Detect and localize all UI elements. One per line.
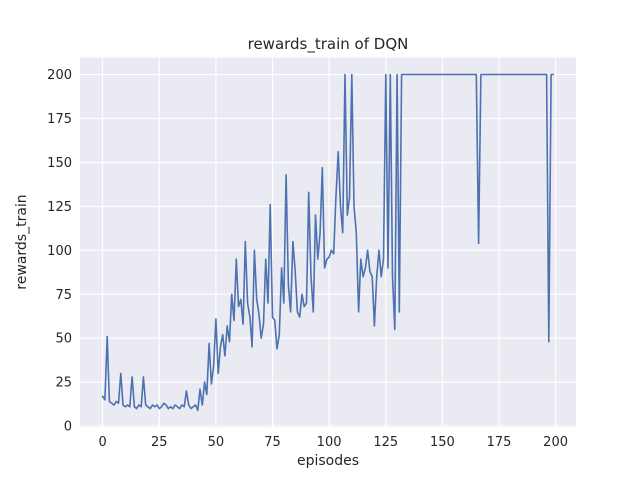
x-tick-label: 125	[373, 435, 398, 450]
y-tick-label: 175	[47, 112, 72, 127]
plot-area	[80, 57, 576, 428]
x-tick-label: 25	[151, 435, 168, 450]
y-tick-label: 25	[55, 376, 72, 391]
tick-labels: 0 25 50 75 100 125 150 175 200 0 25 50 75 100 125 150 17…	[47, 68, 568, 450]
y-tick-label: 125	[47, 200, 72, 215]
x-tick-label: 75	[264, 435, 281, 450]
x-tick-label: 50	[208, 435, 225, 450]
x-tick-label: 100	[317, 435, 342, 450]
y-tick-label: 0	[64, 420, 72, 435]
y-tick-label: 75	[55, 288, 72, 303]
grid-lines	[80, 57, 576, 428]
y-tick-label: 200	[47, 68, 72, 83]
y-tick-label: 150	[47, 156, 72, 171]
y-axis-label: rewards_train	[14, 194, 30, 289]
x-axis-label: episodes	[297, 453, 359, 469]
chart-title: rewards_train of DQN	[248, 35, 409, 54]
x-tick-label: 0	[98, 435, 106, 450]
y-tick-label: 50	[55, 332, 72, 347]
y-tick-label: 100	[47, 244, 72, 259]
rewards-train-line	[101, 73, 555, 412]
x-tick-label: 175	[487, 435, 512, 450]
x-tick-label: 150	[430, 435, 455, 450]
x-tick-label: 200	[543, 435, 568, 450]
